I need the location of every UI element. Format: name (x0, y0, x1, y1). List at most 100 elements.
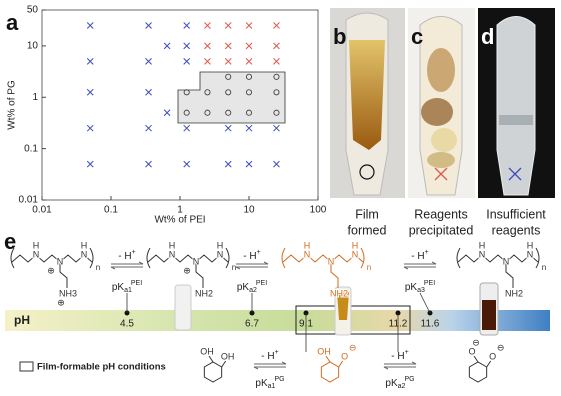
x-tick-label: 0.1 (104, 205, 118, 216)
plus: + (275, 349, 279, 356)
atom-label: N (193, 256, 200, 266)
atom-label: N (169, 249, 176, 259)
pka-sub: a2 (249, 287, 257, 294)
minus-h: - H (118, 251, 131, 262)
pka-sup: PEI (256, 280, 267, 287)
atom-label: OH (200, 346, 214, 356)
backbone (282, 254, 364, 263)
point (245, 42, 253, 50)
point (183, 109, 190, 116)
ph-value: 6.7 (245, 319, 259, 330)
atom-label: H (527, 240, 534, 250)
equilibrium-arrow (110, 261, 144, 270)
point (245, 89, 253, 96)
pg-bond (208, 355, 214, 363)
atom-label: n (367, 263, 371, 272)
pei-structure (456, 247, 540, 288)
photo-caption: precipitated (409, 223, 474, 237)
point (183, 124, 191, 132)
plus: + (425, 249, 429, 256)
plus: + (257, 249, 261, 256)
atom-label: n (96, 263, 100, 272)
atom-label: N (352, 249, 359, 259)
pka-sub: a1 (268, 383, 276, 390)
side-chain (59, 262, 68, 288)
backbone (147, 254, 229, 263)
plus: + (132, 249, 136, 256)
atom-label: n (232, 263, 236, 272)
pg-ring (203, 361, 223, 383)
film-region (177, 71, 286, 124)
pei-structure (281, 247, 365, 288)
point (183, 22, 191, 29)
point (245, 124, 253, 132)
atom-label: N (57, 256, 64, 266)
deprotonation: - H+ (261, 349, 278, 361)
point (204, 22, 211, 29)
photo-insufficient (478, 8, 555, 198)
backbone (457, 254, 539, 263)
atom-label: N (328, 256, 335, 266)
brackets (10, 247, 94, 269)
atom-label: NH3 (59, 288, 77, 298)
pg-bond (221, 360, 227, 368)
atom-label: OH (317, 346, 331, 356)
y-tick-label: 10 (27, 41, 39, 52)
y-tick-label: 1 (32, 92, 38, 103)
pka-label: pKa2PG (385, 376, 414, 390)
pka-sub: a2 (398, 383, 406, 390)
pka-label: pKa3PEI (405, 280, 435, 294)
point (273, 73, 280, 80)
point (163, 109, 171, 117)
point (224, 124, 232, 132)
pka-sup: PEI (131, 280, 142, 287)
atom-label: n (542, 263, 546, 272)
photo-precipitated (408, 8, 475, 198)
atom-label: OH (221, 351, 235, 361)
atom-label: N (304, 249, 311, 259)
photo-caption: Film (355, 207, 379, 221)
point (224, 58, 232, 65)
atom-label: H (352, 240, 359, 250)
pk: pK (255, 378, 268, 389)
deprotonation: - H+ (391, 349, 408, 361)
ph-value: 9.1 (299, 319, 313, 330)
atom-label: H (169, 240, 176, 250)
point (225, 89, 232, 96)
atom-label: NH2 (195, 288, 213, 298)
point (224, 42, 232, 50)
pg-bond (473, 355, 479, 363)
atom-label: O (341, 351, 348, 361)
point (273, 42, 280, 50)
pei-structure (146, 247, 230, 288)
atom-label: O (468, 346, 475, 356)
pg-ring (320, 361, 340, 383)
ph-label: pH (14, 313, 30, 327)
y-tick-label: 0.1 (24, 143, 38, 154)
point (183, 160, 191, 168)
brackets (456, 247, 540, 269)
pka-sub: a1 (124, 287, 132, 294)
x-tick-label: 100 (310, 205, 327, 216)
point (245, 160, 253, 168)
point (273, 22, 280, 29)
pka-link (419, 292, 431, 314)
point (204, 109, 211, 116)
point (273, 89, 280, 96)
photo-caption: formed (348, 223, 387, 237)
pg-bond (325, 355, 331, 363)
atom-label: H (217, 240, 224, 250)
legend-swatch (19, 361, 34, 372)
point (86, 58, 94, 65)
point (145, 58, 152, 65)
point (225, 73, 232, 80)
charge: ⊖ (497, 342, 505, 352)
pka-sub: a3 (417, 287, 425, 294)
pk: pK (237, 282, 250, 293)
pg-ring (468, 361, 488, 383)
point (204, 58, 211, 65)
point (86, 124, 94, 132)
pg-bond (486, 360, 492, 368)
point (273, 124, 280, 132)
